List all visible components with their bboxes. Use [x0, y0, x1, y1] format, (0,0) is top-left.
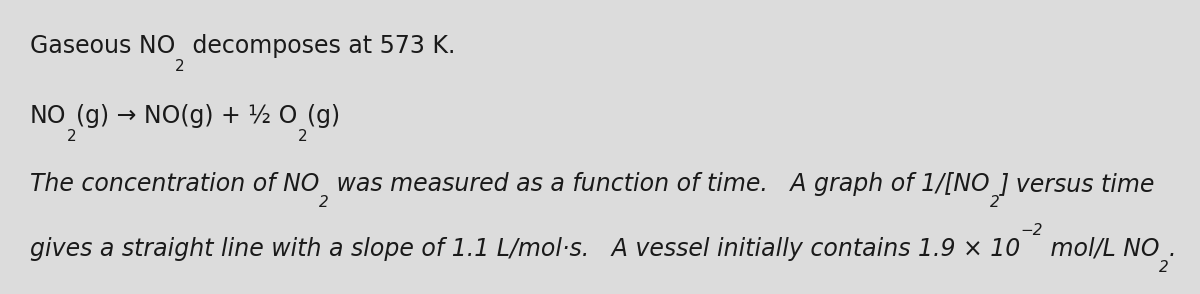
Text: .: . [1169, 237, 1176, 261]
Text: −2: −2 [1020, 223, 1043, 238]
Text: 2: 2 [66, 129, 76, 144]
Text: ] versus time: ] versus time [1000, 172, 1154, 196]
Text: 2: 2 [175, 59, 185, 74]
Text: 2: 2 [1159, 260, 1169, 275]
Text: decomposes at 573 K.: decomposes at 573 K. [185, 34, 455, 58]
Text: 2: 2 [319, 195, 329, 210]
Text: mol/L NO: mol/L NO [1043, 237, 1159, 261]
Text: The concentration of NO: The concentration of NO [30, 172, 319, 196]
Text: was measured as a function of time.   A graph of 1/[NO: was measured as a function of time. A gr… [329, 172, 990, 196]
Text: 2: 2 [298, 129, 307, 144]
Text: Gaseous NO: Gaseous NO [30, 34, 175, 58]
Text: gives a straight line with a slope of 1.1 L/mol·s.   A vessel initially contains: gives a straight line with a slope of 1.… [30, 237, 1020, 261]
Text: NO: NO [30, 104, 66, 128]
Text: (g) → NO(g) + ½ O: (g) → NO(g) + ½ O [76, 104, 298, 128]
Text: (g): (g) [307, 104, 341, 128]
Text: 2: 2 [990, 195, 1000, 210]
